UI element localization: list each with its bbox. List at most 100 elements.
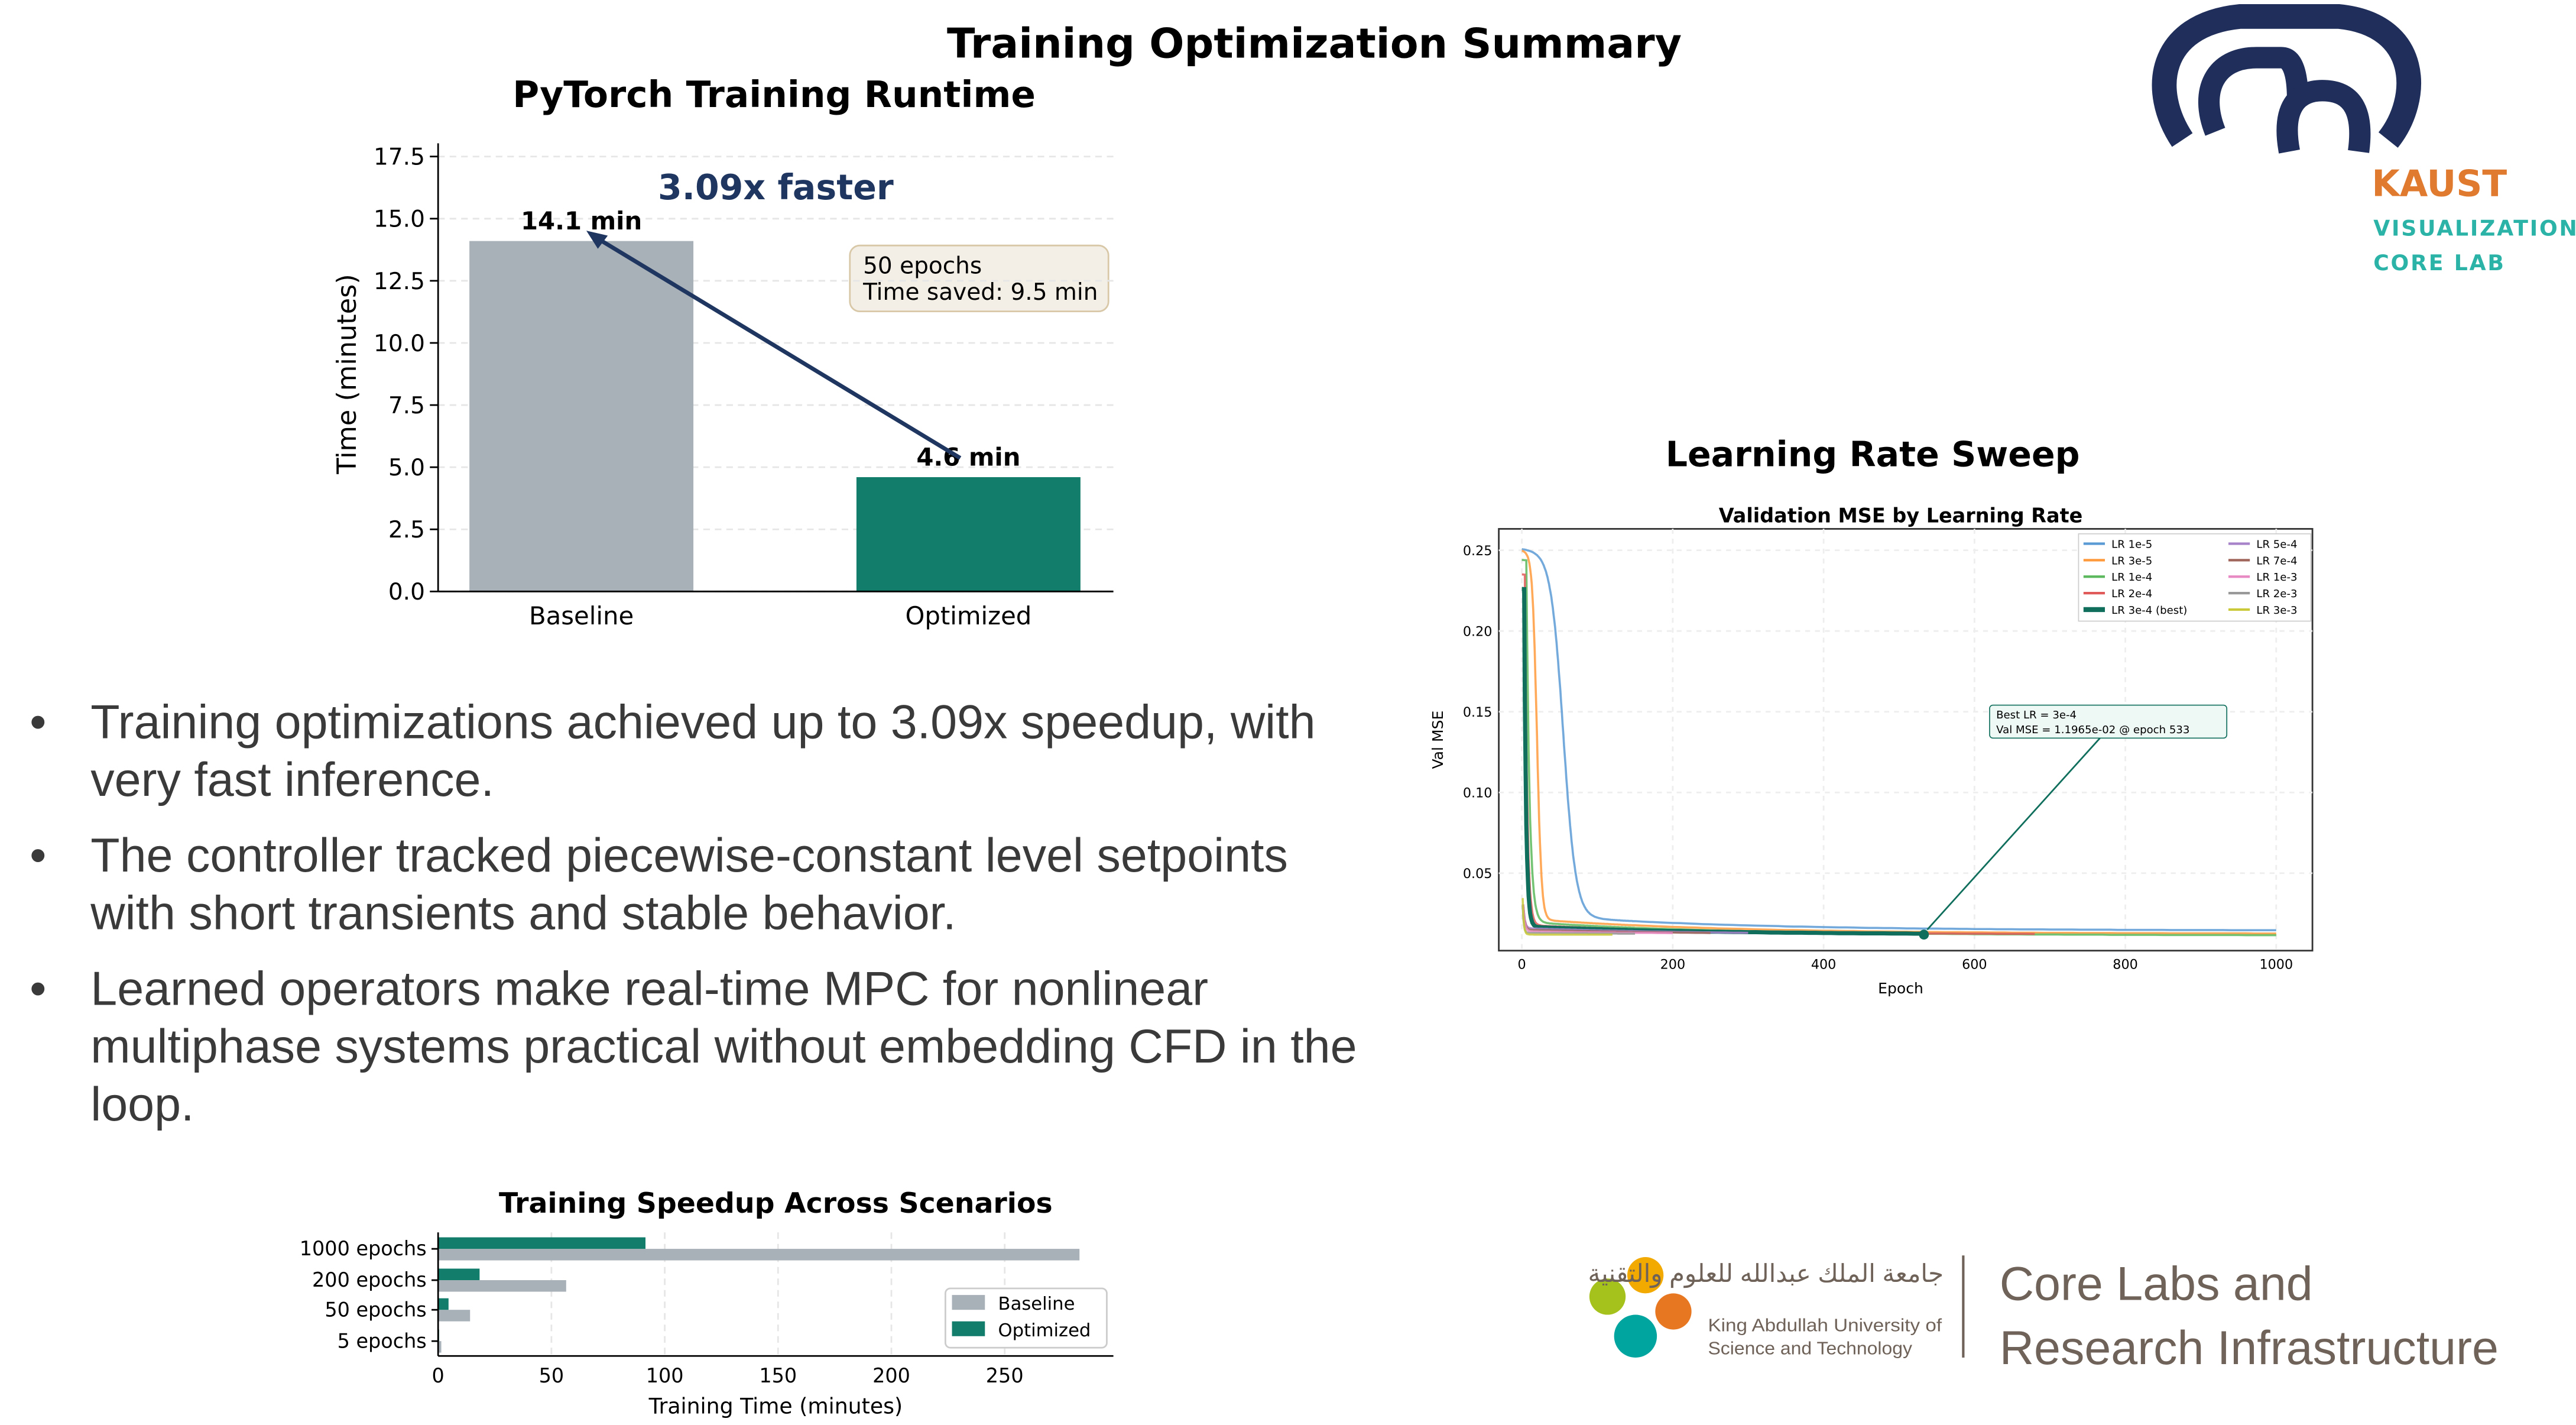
core-labs-line2: Research Infrastructure: [2000, 1322, 2499, 1375]
y-tick-label: 0.25: [1463, 543, 1493, 559]
bar-optimized: [438, 1237, 646, 1249]
y-tick-label: 0.0: [388, 579, 425, 605]
annotation-arrow: [1926, 737, 2101, 931]
y-tick-label: 15.0: [374, 206, 425, 233]
series-line: [1521, 904, 1636, 935]
x-tick-label: Optimized: [905, 601, 1031, 630]
best-point-marker: [1919, 930, 1929, 940]
speedup-annotation: 3.09x faster: [658, 167, 894, 208]
legend-label: LR 3e-5: [2111, 555, 2152, 567]
info-box-line: 50 epochs: [863, 253, 982, 280]
info-box: 50 epochs Time saved: 9.5 min: [849, 244, 1109, 313]
info-box-line: Time saved: 9.5 min: [862, 279, 1098, 306]
speedup-chart-title: Training Speedup Across Scenarios: [499, 1187, 1053, 1220]
x-tick-label: 50: [539, 1364, 564, 1387]
x-tick-label: Baseline: [529, 601, 634, 630]
speedup-x-label: Training Time (minutes): [648, 1394, 903, 1419]
legend-label: Baseline: [998, 1294, 1075, 1314]
x-tick-label: 800: [2113, 957, 2138, 972]
y-tick-label: 12.5: [374, 268, 425, 295]
bar-optimized: [438, 1268, 480, 1281]
x-tick-label: 250: [986, 1364, 1024, 1387]
lr-chart-title: Validation MSE by Learning Rate: [1719, 504, 2082, 527]
series-line: [1521, 549, 2276, 935]
y-tick-label: 0.10: [1463, 786, 1493, 801]
legend-swatch: [952, 1321, 985, 1336]
bullet-item: Learned operators make real-time MPC for…: [30, 962, 1380, 1135]
x-tick-label: 400: [1811, 957, 1837, 972]
legend-label: Optimized: [998, 1320, 1091, 1341]
legend-label: LR 1e-4: [2111, 571, 2152, 584]
kaust-name-line1: King Abdullah University of: [1708, 1315, 1942, 1335]
lr-sweep-chart: Validation MSE by Learning Rate Epoch Va…: [1429, 504, 2314, 997]
legend-box: [945, 1287, 1108, 1349]
legend-label: LR 5e-4: [2256, 538, 2297, 550]
annotation-line: Val MSE = 1.1965e-02 @ epoch 533: [1996, 724, 2189, 736]
lr-x-label: Epoch: [1878, 980, 1923, 997]
bar-optimized: [438, 1298, 449, 1310]
legend-label: LR 1e-3: [2256, 571, 2297, 584]
x-tick-label: 200: [1660, 957, 1686, 972]
speedup-chart: Training Speedup Across Scenarios Traini…: [300, 1187, 1114, 1419]
annotation-line: Best LR = 3e-4: [1996, 709, 2077, 721]
runtime-chart-title: PyTorch Training Runtime: [512, 74, 1036, 116]
series-line: [1521, 898, 1613, 936]
y-tick-label: 10.0: [374, 331, 425, 357]
x-tick-label: 600: [1962, 957, 1987, 972]
bullet-item: Training optimizations achieved up to 3.…: [30, 695, 1380, 811]
x-tick-label: 200: [872, 1364, 910, 1387]
arrow-head-icon: [586, 231, 608, 249]
x-tick-label: 100: [646, 1364, 684, 1387]
lr-y-label: Val MSE: [1429, 711, 1446, 769]
y-tick-label: 200 epochs: [312, 1268, 427, 1291]
kaust-arabic-name: جامعة الملك عبدالله للعلوم والتقنية: [1588, 1259, 1944, 1288]
core-labs-line1: Core Labs and: [2000, 1257, 2313, 1310]
x-tick-label: 1000: [2259, 957, 2293, 972]
legend-label: LR 3e-4 (best): [2111, 604, 2187, 617]
annotation-box: [1989, 704, 2228, 739]
bar-baseline: [438, 1249, 1080, 1261]
bar-data-label: 4.6 min: [916, 442, 1020, 471]
speedup-arrow: [592, 234, 962, 460]
legend-box: [2078, 533, 2312, 622]
page-title: Training Optimization Summary: [947, 20, 1682, 68]
y-tick-label: 17.5: [374, 144, 425, 171]
series-line: [1521, 548, 2276, 932]
bar-baseline: [438, 1280, 566, 1292]
y-tick-label: 50 epochs: [325, 1298, 426, 1321]
viz-logo-text: VISUALIZATION: [2373, 215, 2576, 241]
runtime-y-label: Time (minutes): [332, 274, 362, 475]
y-tick-label: 0.05: [1463, 866, 1493, 882]
y-tick-label: 0.15: [1463, 705, 1493, 720]
legend-label: LR 2e-4: [2111, 588, 2152, 600]
legend-label: LR 7e-4: [2256, 555, 2297, 567]
kaust-name-line2: Science and Technology: [1708, 1338, 1912, 1358]
y-tick-label: 5.0: [388, 455, 425, 481]
y-tick-label: 0.20: [1463, 624, 1493, 640]
core-lab-logo-text: CORE LAB: [2373, 250, 2506, 276]
bar-baseline: [469, 241, 694, 592]
runtime-chart: PyTorch Training Runtime Time (minutes) …: [332, 74, 1114, 630]
kaust-viz-logo: KAUST VISUALIZATION CORE LAB: [2152, 4, 2576, 276]
y-tick-label: 2.5: [388, 517, 425, 543]
x-tick-label: 0: [432, 1364, 445, 1387]
summary-bullets: Training optimizations achieved up to 3.…: [30, 695, 1380, 1154]
y-tick-label: 1000 epochs: [300, 1237, 427, 1260]
y-tick-label: 7.5: [388, 393, 425, 419]
bar-data-label: 14.1 min: [521, 206, 642, 235]
legend-label: LR 3e-3: [2256, 604, 2297, 617]
legend-label: LR 2e-3: [2256, 588, 2297, 600]
bar-baseline: [438, 1310, 471, 1322]
bar-optimized: [856, 477, 1081, 592]
x-tick-label: 150: [759, 1364, 797, 1387]
bullet-item: The controller tracked piecewise-constan…: [30, 829, 1380, 944]
lr-section-title: Learning Rate Sweep: [1666, 435, 2080, 475]
y-tick-label: 5 epochs: [338, 1329, 427, 1352]
x-tick-label: 0: [1518, 957, 1526, 972]
kaust-logo-text: KAUST: [2371, 163, 2507, 205]
legend-label: LR 1e-5: [2111, 538, 2152, 550]
kaust-university-logo: جامعة الملك عبدالله للعلوم والتقنية King…: [1588, 1255, 2499, 1375]
legend-swatch: [952, 1295, 985, 1310]
